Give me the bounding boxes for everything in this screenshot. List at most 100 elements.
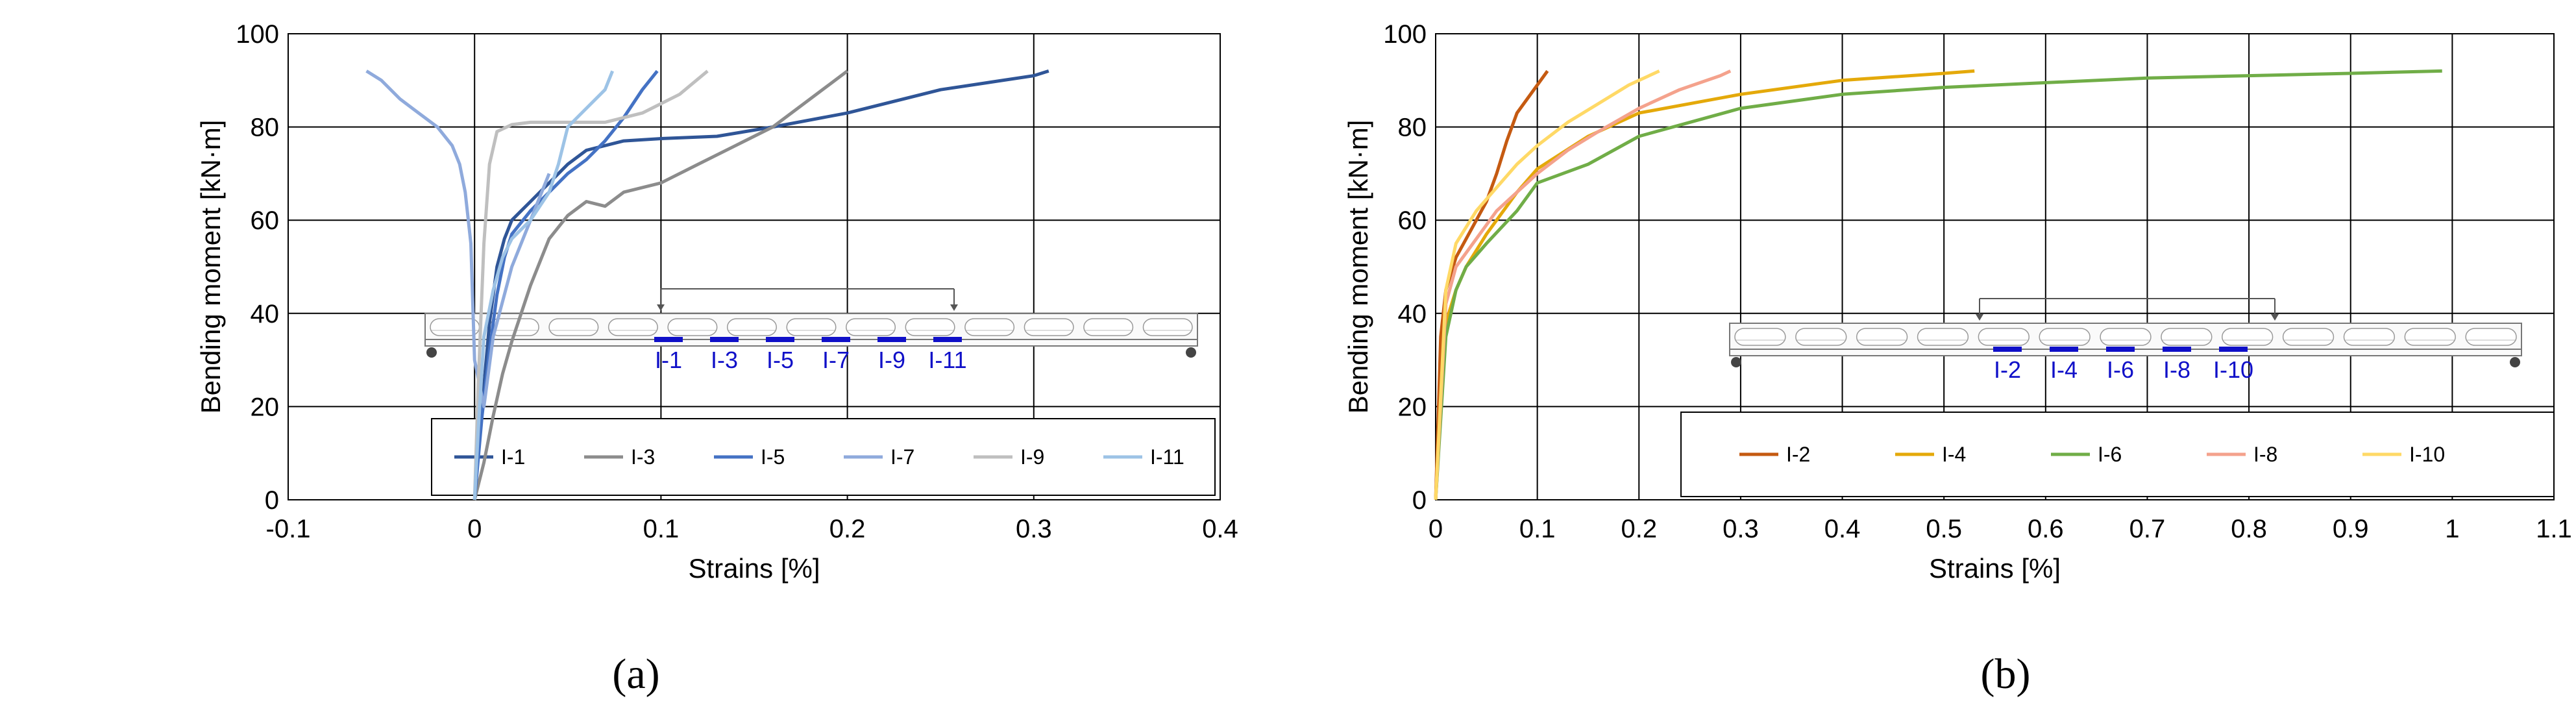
legend-label: I-3	[631, 445, 655, 469]
y-tick-label: 100	[236, 20, 279, 49]
x-tick-label: 1.1	[2536, 515, 2572, 543]
x-tick-label: 0.2	[1621, 515, 1657, 543]
y-tick-label: 80	[251, 114, 280, 142]
strain-gauge-label: I-3	[711, 347, 738, 373]
strain-gauge-mark	[2050, 347, 2078, 352]
strain-gauge-label: I-9	[878, 347, 905, 373]
strain-gauge-mark	[877, 337, 906, 342]
beam-void	[667, 318, 718, 336]
y-tick-label: 20	[251, 393, 280, 421]
y-tick-label: 40	[1398, 300, 1427, 328]
x-tick-label: 0.3	[1016, 515, 1052, 543]
series-line-I-7	[365, 69, 551, 408]
beam-void	[2465, 328, 2517, 346]
legend: I-1 I-3 I-5 I-7 I-9 I-11	[431, 418, 1216, 496]
legend-label: I-5	[761, 445, 785, 469]
strain-gauge-label: I-1	[655, 347, 682, 373]
x-tick-label: 0.9	[2333, 515, 2369, 543]
x-tick-label: 0.5	[1926, 515, 1962, 543]
legend-label: I-9	[1020, 445, 1044, 469]
beam-void	[905, 318, 955, 336]
strain-gauge-mark	[2219, 347, 2248, 352]
x-tick-label: 0.8	[2231, 515, 2267, 543]
x-tick-label: 0.7	[2129, 515, 2166, 543]
legend-label: I-4	[1942, 443, 1966, 466]
legend-label: I-10	[2409, 443, 2445, 466]
strain-gauge-label: I-7	[822, 347, 850, 373]
y-tick-label: 100	[1383, 20, 1427, 49]
beam-void	[1142, 318, 1193, 336]
legend-label: I-11	[1150, 445, 1184, 469]
x-tick-label: 0.3	[1723, 515, 1759, 543]
series-line-I-1	[472, 69, 1049, 500]
y-axis-title: Bending moment [kN·m]	[195, 120, 226, 414]
panel-caption: (a)	[612, 650, 659, 698]
beam-void	[2100, 328, 2152, 346]
legend-label: I-2	[1786, 443, 1810, 466]
x-tick-label: 0.1	[643, 515, 680, 543]
strain-gauge-label: I-8	[2163, 356, 2190, 383]
beam-void	[607, 318, 658, 336]
arrow-head	[1976, 314, 1983, 321]
strain-gauge-label: I-5	[767, 347, 794, 373]
beam-void	[2343, 328, 2396, 346]
plot-frame	[288, 33, 1221, 500]
legend-label: I-8	[2253, 443, 2277, 466]
strain-gauge-mark	[766, 337, 794, 342]
strain-gauge-label: I-10	[2213, 356, 2253, 383]
support-roller	[1186, 347, 1196, 358]
y-tick-label: 40	[251, 300, 280, 328]
x-tick-label: 0.2	[829, 515, 866, 543]
strain-gauge-mark	[933, 337, 962, 342]
beam-void	[548, 318, 599, 336]
series-line-I-5	[472, 69, 659, 500]
strain-gauge-label: I-2	[1994, 356, 2021, 383]
x-tick-label: 0.6	[2028, 515, 2064, 543]
strain-gauge-mark	[710, 337, 739, 342]
x-tick-label: -0.1	[266, 515, 311, 543]
y-tick-label: 0	[265, 486, 279, 515]
beam-void	[2222, 328, 2274, 346]
y-tick-label: 20	[1398, 393, 1427, 421]
strain-gauge-label: I-11	[928, 347, 966, 373]
series-line-I-11	[472, 70, 615, 500]
beam-schematic: I-2 I-4 I-6 I-8 I-10	[1729, 298, 2522, 383]
x-tick-label: 0.4	[1202, 515, 1238, 543]
support-roller	[2510, 357, 2520, 367]
series-line-I-8	[1434, 69, 1732, 500]
beam-void	[964, 318, 1015, 336]
strain-gauge-mark	[654, 337, 683, 342]
series-line-I-6	[1434, 69, 2442, 500]
beam-void	[2039, 328, 2091, 346]
beam-void	[1856, 328, 1908, 346]
legend-label: I-6	[2098, 443, 2122, 466]
chart-panel-b: 0 0.1 0.2 0.3 0.4 0.5 0.6 0.7 0.8 0.9 1 1.1 0 20 40 60 8…	[1343, 20, 2572, 698]
x-tick-label: 1	[2445, 515, 2459, 543]
legend-label: I-1	[501, 445, 525, 469]
beam-void	[1083, 318, 1134, 336]
legend-box	[431, 418, 1216, 496]
legend-label: I-7	[890, 445, 914, 469]
series-line-I-3	[472, 69, 849, 500]
beam-void	[1917, 328, 1969, 346]
y-tick-label: 0	[1412, 486, 1427, 515]
strain-gauge-label: I-6	[2107, 356, 2134, 383]
strain-gauge-mark	[1993, 347, 2022, 352]
beam-void	[2282, 328, 2335, 346]
y-tick-label: 80	[1398, 114, 1427, 142]
y-tick-label: 60	[1398, 206, 1427, 235]
beam-void	[1734, 328, 1786, 346]
beam-void	[1795, 328, 1847, 346]
panel-caption: (b)	[1981, 650, 2031, 698]
beam-void	[786, 318, 837, 336]
x-tick-label: 0.4	[1824, 515, 1861, 543]
legend: I-2 I-4 I-6 I-8 I-10	[1680, 412, 2555, 497]
legend-box	[1680, 412, 2555, 497]
x-tick-label: 0.1	[1519, 515, 1556, 543]
arrow-head	[2271, 314, 2279, 321]
x-axis-title: Strains [%]	[688, 553, 820, 584]
beam-schematic: I-1 I-3 I-5 I-7 I-9 I-11	[424, 288, 1198, 373]
beam-void	[1024, 318, 1074, 336]
